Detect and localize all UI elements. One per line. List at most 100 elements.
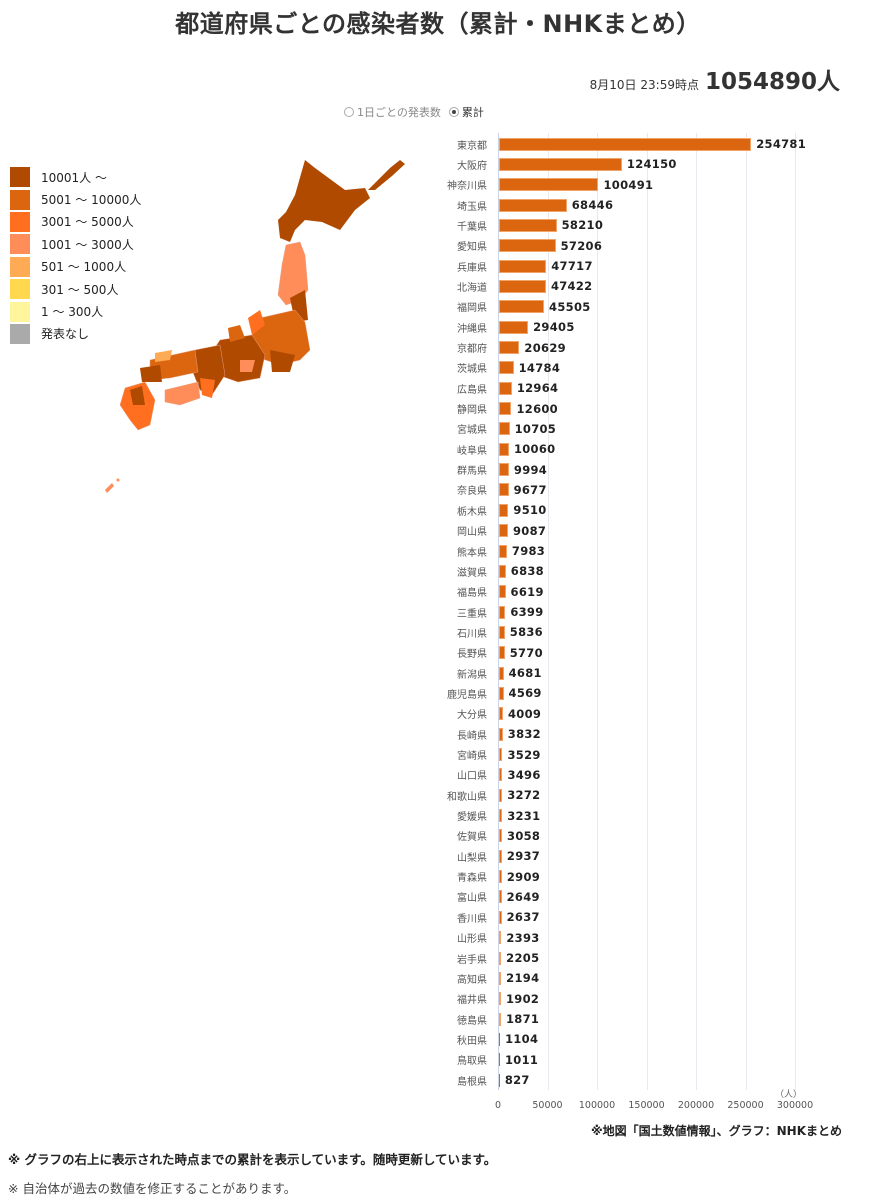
legend-swatch	[10, 301, 30, 322]
bar[interactable]	[499, 564, 506, 578]
bar[interactable]	[499, 910, 502, 924]
bar-value-label: 4009	[507, 706, 542, 721]
y-axis-line	[498, 133, 499, 1090]
legend-label: 10001人 ～	[41, 170, 107, 185]
bar-value-label: 3058	[507, 828, 541, 843]
bar[interactable]	[499, 218, 557, 232]
bar[interactable]	[499, 890, 502, 904]
legend-swatch	[10, 323, 30, 344]
bar[interactable]	[499, 239, 556, 253]
bar-category-label: 和歌山県	[447, 791, 487, 803]
bar[interactable]	[499, 259, 547, 273]
bar-value-label: 10060	[513, 442, 556, 457]
bar-row: 秋田県 1104	[430, 1029, 538, 1049]
bar[interactable]	[499, 137, 752, 151]
bar[interactable]	[499, 300, 545, 314]
bar[interactable]	[499, 402, 512, 416]
bar[interactable]	[499, 646, 505, 660]
radio-cumulative[interactable]: 累計	[448, 104, 484, 120]
bar-row: 京都府 20629	[430, 338, 566, 358]
bar[interactable]	[499, 320, 529, 334]
bar[interactable]	[499, 971, 502, 985]
bar[interactable]	[499, 381, 512, 395]
map-region-kyushu	[119, 381, 156, 431]
bar-value-label: 124150	[626, 157, 677, 172]
bar-category-label: 茨城県	[457, 364, 487, 376]
bar-value-label: 3529	[507, 747, 541, 762]
bar[interactable]	[499, 1053, 500, 1067]
bar-row: 高知県 2194	[430, 968, 539, 988]
bar-value-label: 20629	[524, 340, 566, 355]
bar-value-label: 2649	[506, 889, 540, 904]
bar-row: 石川県 5836	[430, 622, 543, 642]
gridline	[795, 133, 796, 1090]
bar[interactable]	[499, 1012, 501, 1026]
bar[interactable]	[499, 503, 509, 517]
bar-row: 愛知県 57206	[430, 236, 602, 256]
x-tick-label: 250000	[727, 1100, 764, 1111]
bar[interactable]	[499, 951, 502, 965]
bar[interactable]	[499, 768, 503, 782]
bar[interactable]	[499, 198, 567, 212]
radio-circle-icon[interactable]	[344, 107, 354, 117]
bar-category-label: 高知県	[457, 974, 487, 986]
japan-map	[105, 160, 405, 493]
bar-category-label: 神奈川県	[447, 181, 487, 193]
bar[interactable]	[499, 524, 508, 538]
bar[interactable]	[499, 788, 503, 802]
bar-category-label: 秋田県	[457, 1035, 487, 1047]
legend-item: 10001人 ～	[10, 166, 141, 188]
bar[interactable]	[499, 157, 622, 171]
bar-value-label: 3272	[507, 788, 541, 803]
bar[interactable]	[499, 625, 505, 639]
bar-row: 香川県 2637	[430, 907, 540, 927]
bar[interactable]	[499, 279, 546, 293]
bar-row: 群馬県 9994	[430, 460, 547, 480]
bar-row: 青森県 2909	[430, 867, 540, 887]
bar[interactable]	[499, 585, 506, 599]
bar-value-label: 57206	[560, 238, 603, 253]
bar[interactable]	[499, 544, 507, 558]
bar[interactable]	[499, 748, 503, 761]
bar[interactable]	[499, 422, 510, 436]
radio-selected-icon[interactable]	[448, 107, 459, 117]
bar-row: 熊本県 7983	[430, 541, 545, 561]
bar[interactable]	[499, 992, 501, 1006]
bar[interactable]	[499, 1032, 501, 1046]
bar-category-label: 奈良県	[457, 486, 487, 498]
bar[interactable]	[499, 727, 503, 741]
bar[interactable]	[499, 849, 502, 863]
map-region-hokkaido	[278, 160, 370, 242]
bar[interactable]	[499, 463, 509, 477]
gridline	[745, 133, 747, 1090]
bar[interactable]	[499, 666, 504, 680]
bar[interactable]	[499, 686, 504, 700]
bar-value-label: 14784	[518, 360, 561, 375]
legend-item: 5001 ～ 10000人	[10, 188, 141, 210]
bar[interactable]	[499, 870, 502, 884]
bar-value-label: 12600	[516, 401, 558, 416]
bar-row: 鹿児島県 4569	[430, 683, 542, 703]
radio-daily[interactable]: 1日ごとの発表数	[344, 104, 441, 120]
bar[interactable]	[499, 361, 514, 375]
bar-value-label: 5770	[509, 645, 543, 660]
bar-category-label: 鳥取県	[457, 1056, 487, 1068]
bar-value-label: 45505	[549, 299, 591, 314]
bar-value-label: 7983	[511, 544, 546, 558]
bar[interactable]	[499, 483, 509, 497]
x-tick-label: 200000	[677, 1100, 715, 1111]
bar-category-label: 群馬県	[457, 466, 487, 478]
bar[interactable]	[499, 178, 599, 192]
gridline	[597, 133, 598, 1090]
bar[interactable]	[499, 442, 509, 456]
bar[interactable]	[499, 341, 520, 354]
bar[interactable]	[499, 1073, 500, 1087]
bar[interactable]	[499, 605, 506, 619]
bar-category-label: 福井県	[457, 995, 487, 1007]
bar-row: 神奈川県 100491	[430, 175, 653, 195]
bar[interactable]	[499, 931, 502, 945]
bar[interactable]	[499, 707, 503, 721]
bar[interactable]	[499, 829, 503, 843]
bar-row: 福井県 1902	[430, 989, 539, 1009]
bar[interactable]	[499, 809, 503, 823]
